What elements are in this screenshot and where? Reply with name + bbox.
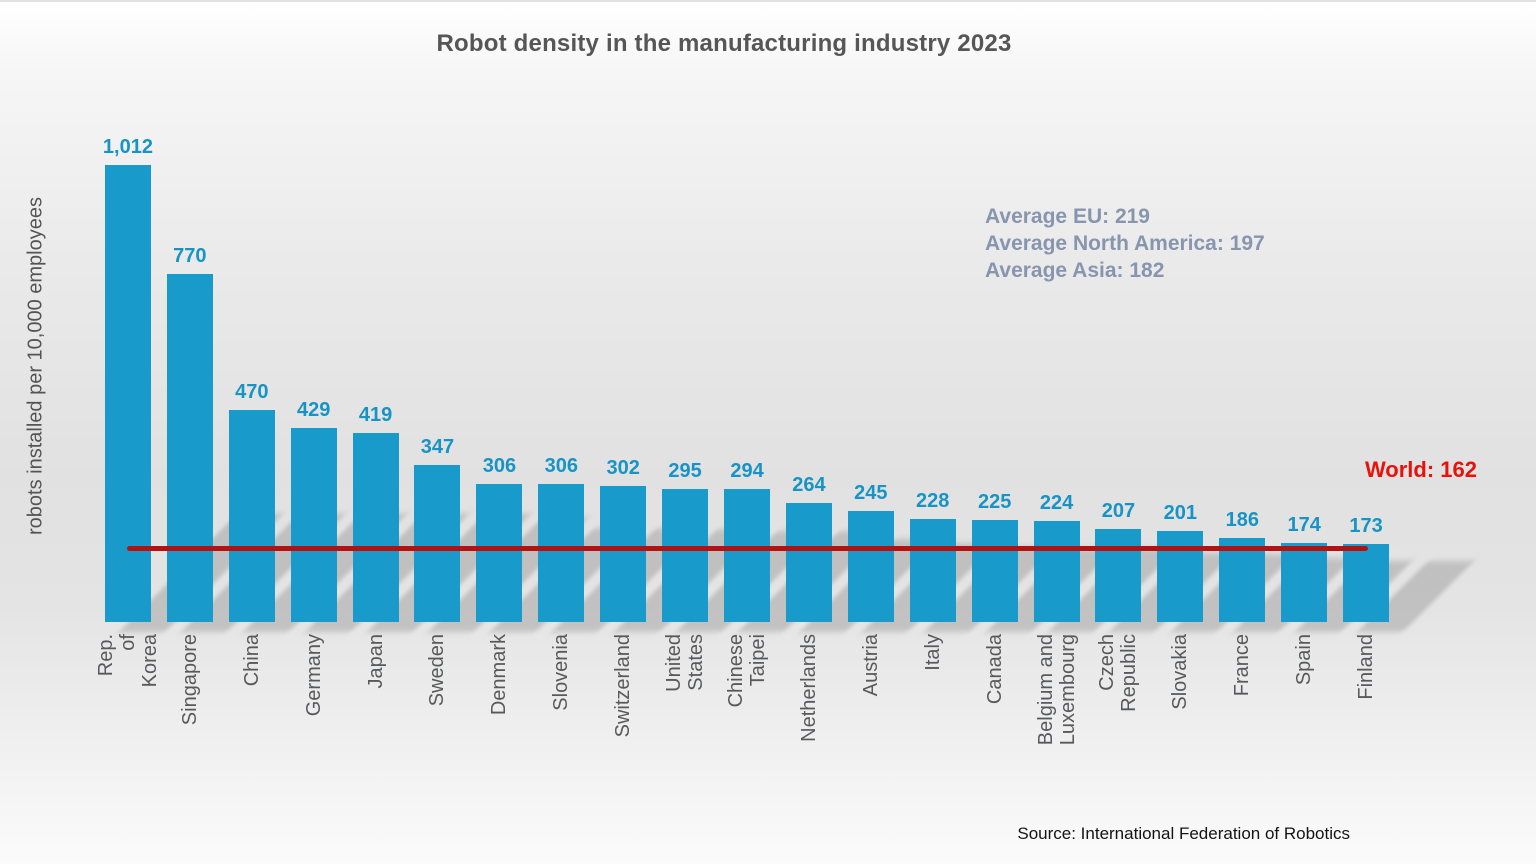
bar [1033, 521, 1080, 622]
bar [414, 465, 461, 622]
bar [1343, 544, 1390, 622]
plot-area: 1,012 Rep. of Korea 770 Singapore 470 China 42… [95, 136, 1475, 745]
bar-category-label: Sweden [426, 634, 449, 707]
bar-value-label: 306 [544, 455, 578, 477]
bar-value-label: 295 [668, 460, 702, 482]
bar-column: 306 Slovenia [530, 142, 703, 711]
bar-column: 207 Czech Republic [1088, 142, 1235, 712]
bar-category-label: Czech Republic [1096, 634, 1141, 712]
bar [662, 489, 709, 622]
bar-value-label: 302 [606, 457, 640, 479]
bar-category-label: Germany [302, 634, 325, 717]
bar-column: 429 Germany [283, 142, 469, 716]
bar [228, 410, 275, 622]
bar-value-label: 770 [173, 245, 207, 267]
bar-column: 245 Austria [840, 142, 997, 696]
bar-value-label: 470 [235, 381, 269, 403]
bar-value-label: 186 [1225, 509, 1259, 531]
bar-value-label: 201 [1163, 502, 1198, 524]
bar-category-label: Switzerland [612, 634, 635, 738]
bar-category-label: Italy [921, 634, 944, 671]
bar-value-label: 1,012 [102, 136, 153, 158]
bar [290, 428, 337, 622]
bar-category-label: Slovenia [550, 634, 573, 711]
annotation-average-asia: Average Asia: 182 [985, 259, 1165, 282]
bar [971, 520, 1018, 622]
bar [538, 484, 585, 622]
bar-column: 295 United States [654, 142, 824, 692]
bar-value-label: 264 [792, 474, 826, 496]
bar-category-label: Belgium and Luxembourg [1034, 634, 1079, 746]
bar [1095, 529, 1142, 622]
bar-value-label: 245 [854, 482, 888, 504]
bar-column: 770 Singapore [159, 142, 345, 725]
bar [104, 165, 151, 622]
bar [909, 519, 956, 622]
bar-category-label: Rep. of Korea [94, 634, 161, 688]
bar [1157, 531, 1204, 622]
bar-column: 174 Spain [1273, 142, 1413, 685]
bar-category-label: Finland [1355, 634, 1378, 700]
chart-title: Robot density in the manufacturing indus… [436, 30, 1012, 57]
bar-category-label: Canada [983, 634, 1006, 705]
bar-category-label: United States [663, 634, 708, 692]
bar [1281, 543, 1328, 622]
bar-category-label: Slovakia [1169, 634, 1192, 710]
bar [847, 511, 894, 622]
world-average-label: World: 162 [1364, 457, 1477, 482]
y-axis-label: robots installed per 10,000 employees [24, 197, 47, 535]
annotation-average-north-america: Average North America: 197 [985, 232, 1265, 255]
bar-column: 264 Netherlands [778, 142, 939, 742]
bar-category-label: Spain [1293, 634, 1316, 686]
bar-column: 306 Denmark [468, 142, 641, 715]
bar-value-label: 419 [358, 404, 393, 426]
bar [785, 503, 832, 622]
bar-column: 302 Switzerland [592, 142, 764, 737]
bar-value-label: 224 [1039, 492, 1074, 514]
bar-column: 201 Slovakia [1149, 142, 1296, 710]
bar [166, 274, 213, 622]
bar-category-label: Denmark [488, 634, 511, 716]
bar-column: 470 China [221, 142, 407, 686]
bar-category-label: China [240, 634, 263, 687]
source-note: Source: International Federation of Robo… [1017, 824, 1350, 843]
bar-column: 225 Canada [964, 142, 1116, 704]
bar-column: 224 Belgium and Luxembourg [1026, 142, 1178, 745]
bar-category-label: Netherlands [797, 634, 820, 742]
bar-column: 294 Chinese Taipei [716, 142, 886, 707]
bar-category-label: Chinese Taipei [725, 634, 770, 708]
bar-category-label: Singapore [178, 634, 201, 726]
bar [1219, 538, 1266, 622]
bar-value-label: 228 [916, 490, 950, 512]
world-average-line [127, 546, 1368, 552]
bar-column: 173 Finland [1335, 142, 1475, 700]
bar-value-label: 429 [296, 399, 331, 421]
bar-value-label: 306 [482, 455, 517, 477]
bar-column: 1,012 Rep. of Korea [95, 136, 283, 687]
bar-column: 228 Italy [902, 142, 1055, 671]
region-averages-annotation: Average EU: 219 Average North America: 1… [985, 203, 1265, 284]
bar-value-label: 173 [1349, 515, 1383, 537]
bar-column: 419 Japan [345, 142, 531, 689]
bar [476, 484, 523, 622]
bar-category-label: France [1231, 634, 1254, 697]
bar-category-label: Austria [859, 634, 882, 697]
bar-column: 186 France [1211, 142, 1354, 696]
bar-category-label: Japan [364, 634, 387, 689]
bar-value-label: 174 [1287, 514, 1321, 536]
bar-value-label: 347 [420, 436, 455, 458]
annotation-average-eu: Average EU: 219 [985, 205, 1150, 228]
bar-column: 347 Sweden [407, 142, 589, 706]
bar [352, 433, 399, 622]
bar [724, 489, 771, 622]
bar-value-label: 207 [1101, 500, 1136, 522]
bar-value-label: 294 [730, 460, 764, 482]
bar-value-label: 225 [977, 491, 1012, 513]
bar [600, 486, 647, 622]
